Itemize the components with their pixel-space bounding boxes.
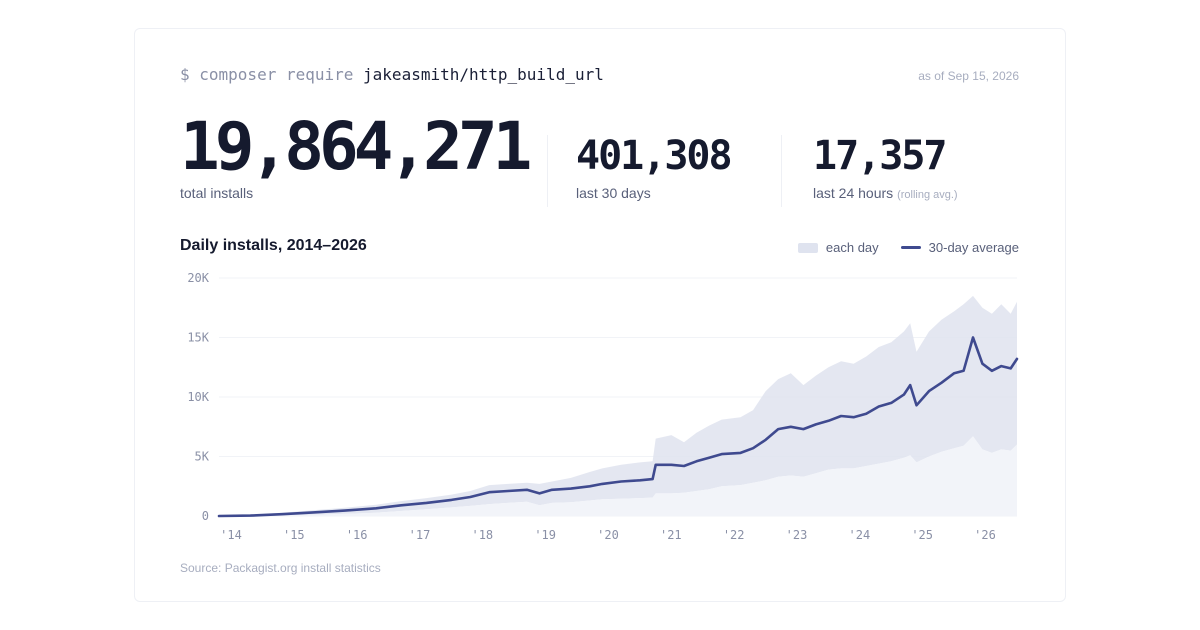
y-tick-label: 0 [202, 509, 209, 523]
x-tick-label: '23 [786, 528, 808, 542]
y-tick-label: 5K [195, 450, 210, 464]
x-tick-label: '25 [911, 528, 933, 542]
x-tick-label: '18 [471, 528, 493, 542]
y-tick-label: 20K [187, 271, 209, 285]
x-tick-label: '22 [723, 528, 745, 542]
stat-divider [547, 135, 548, 207]
x-tick-label: '15 [283, 528, 305, 542]
day-installs-label-row: last 24 hours (rolling avg.) [813, 185, 958, 201]
daily-installs-band [219, 295, 1017, 516]
x-tick-label: '20 [597, 528, 619, 542]
chart-title: Daily installs, 2014–2026 [180, 237, 367, 254]
legend-line-swatch [900, 246, 921, 249]
x-tick-label: '21 [660, 528, 682, 542]
day-installs-stat: 17,357 last 24 hours (rolling avg.) [813, 133, 958, 201]
month-installs-label: last 30 days [576, 185, 651, 201]
install-command[interactable]: $ composer require jakeasmith/http_build… [180, 65, 604, 84]
total-installs-value: 19,864,271 [180, 108, 532, 185]
command-prefix: $ composer require [180, 65, 354, 84]
package-name: jakeasmith/http_build_url [363, 65, 604, 84]
x-tick-label: '14 [220, 528, 242, 542]
stats-card: $ composer require jakeasmith/http_build… [134, 28, 1066, 602]
day-installs-note: (rolling avg.) [897, 189, 958, 201]
month-installs-value: 401,308 [576, 133, 733, 179]
month-installs-stat: 401,308 last 30 days [576, 133, 733, 201]
legend-item-average: 30-day average [900, 240, 1019, 255]
total-installs-stat: 19,864,271 total installs [180, 108, 532, 202]
legend-band-swatch [797, 242, 818, 253]
stat-divider [781, 135, 782, 207]
legend-band-label: each day [825, 240, 879, 255]
total-installs-label: total installs [180, 185, 254, 201]
y-tick-label: 10K [187, 390, 209, 404]
chart-legend: each day 30-day average [797, 240, 1019, 255]
x-tick-label: '19 [534, 528, 556, 542]
x-tick-label: '24 [849, 528, 871, 542]
legend-item-each-day: each day [797, 240, 879, 255]
daily-installs-chart: 0 5K 10K 15K 20K '14 '15 '16 '17 '18 '19 '20 '21 '22 '… [187, 271, 1019, 542]
day-installs-label: last 24 hours [813, 185, 894, 201]
x-tick-label: '17 [409, 528, 431, 542]
x-tick-label: '26 [974, 528, 996, 542]
y-tick-label: 15K [187, 331, 209, 345]
source-note: Source: Packagist.org install statistics [180, 561, 381, 575]
x-tick-label: '16 [346, 528, 368, 542]
day-installs-value: 17,357 [813, 133, 947, 179]
as-of-date: as of Sep 15, 2026 [918, 69, 1019, 83]
daily-installs-base-fill [219, 436, 1017, 516]
legend-line-label: 30-day average [928, 240, 1019, 255]
average-series-line [217, 336, 1019, 518]
